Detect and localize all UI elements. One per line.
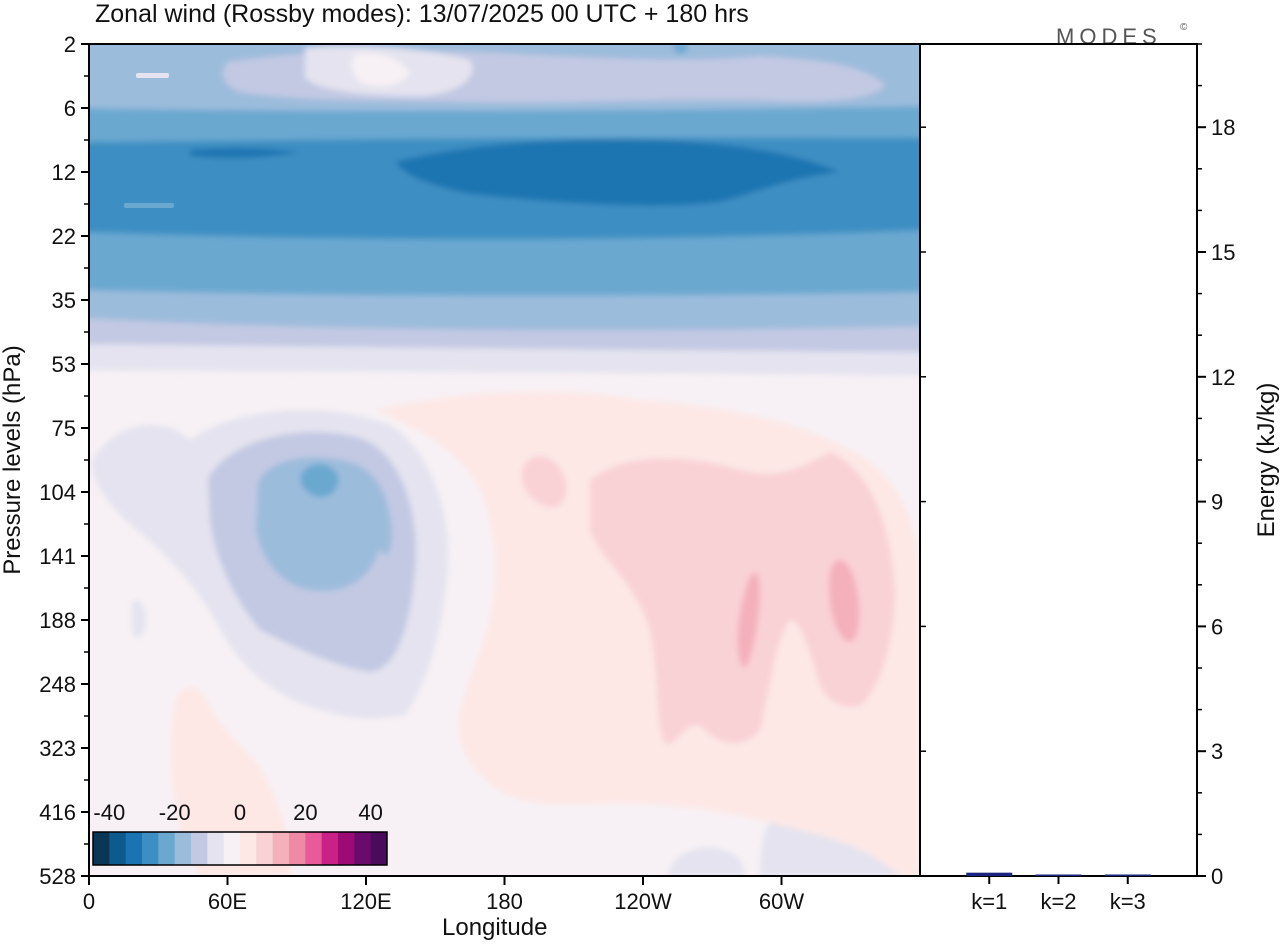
colorbar-label: 0 [234,800,246,825]
x-tick-label: 120W [614,889,672,914]
colorbar-swatch [109,832,127,865]
colorbar-swatch [207,832,225,865]
y-tick-label: 528 [39,864,76,889]
colorbar-swatch [142,832,159,865]
energy-axis-title: Energy (kJ/kg) [1253,383,1280,538]
energy-bar [1035,874,1082,876]
y-tick-label: 248 [39,672,76,697]
colorbar-swatch [174,832,192,865]
bar-category-label: k=2 [1040,889,1076,914]
y-tick-label: 2 [64,32,76,57]
energy-tick-label: 18 [1211,115,1235,140]
colorbar-swatch [223,832,241,865]
troposphere-cells [92,391,920,876]
x-axis-title: Longitude [442,914,547,941]
colorbar-swatch [321,832,339,865]
y-tick-label: 141 [39,544,76,569]
colorbar-swatch [125,832,143,865]
upper-white-patch [351,52,410,87]
energy-tick-label: 12 [1211,365,1235,390]
y-tick-label: 188 [39,608,76,633]
colorbar-swatch [191,832,208,865]
westerly-weak-lower [171,686,290,876]
wind-heatmap [89,44,920,876]
x-tick-label: 60E [208,889,247,914]
colorbar-swatch [240,832,257,865]
easterly-inner [256,457,392,591]
colorbar-label: 20 [293,800,317,825]
energy-tick-label: 15 [1211,240,1235,265]
energy-tick-label: 3 [1211,739,1223,764]
colorbar-label: -20 [159,800,191,825]
energy-bar [1104,874,1151,876]
y-tick-label: 35 [52,288,76,313]
westerly-mid [590,452,895,745]
jet-core [395,139,840,206]
colorbar [93,832,388,865]
easterly-lower-patch-2 [668,847,745,876]
easterly-small-patch [132,600,146,638]
energy-tick-label: 0 [1211,864,1223,889]
y-tick-label: 6 [64,96,76,121]
upper-blue-dot [672,44,688,54]
y-tick-label: 75 [52,416,76,441]
energy-bar [966,872,1013,876]
x-tick-label: 0 [83,889,95,914]
logo-mark: © [1180,22,1188,33]
y-tick-label: 12 [52,160,76,185]
westerly-mid-small [521,455,567,508]
bar-category-label: k=1 [971,889,1007,914]
jet-core-small [190,147,300,159]
colorbar-swatch [158,832,176,865]
colorbar-swatch [256,832,274,865]
stratosphere-bands [89,44,920,376]
westerly-core-2 [829,560,860,642]
energy-tick-label: 9 [1211,490,1223,515]
y-tick-label: 323 [39,736,76,761]
colorbar-swatch [93,832,110,865]
colorbar-swatch [354,832,372,865]
colorbar-swatch [289,832,306,865]
y-tick-label: 22 [52,224,76,249]
colorbar-label: 40 [358,800,382,825]
y-tick-label: 53 [52,352,76,377]
x-tick-label: 180 [486,889,523,914]
colorbar-label: -40 [93,800,125,825]
colorbar-swatch [305,832,323,865]
colorbar-frame [92,831,388,866]
easterly-core [300,464,339,498]
y-tick-label: 104 [39,480,76,505]
y-tick-label: 416 [39,800,76,825]
energy-tick-label: 6 [1211,614,1223,639]
jet-light-streak [124,203,174,208]
bar-category-label: k=3 [1110,889,1146,914]
upper-light-streak [136,73,169,78]
x-tick-label: 60W [759,889,804,914]
colorbar-swatch [338,832,355,865]
x-tick-label: 120E [340,889,391,914]
colorbar-swatch [370,832,388,865]
y-axis-title: Pressure levels (hPa) [0,345,26,574]
westerly-core-1 [737,572,760,668]
energy-frame [919,43,1198,877]
chart-title: Zonal wind (Rossby modes): 13/07/2025 00… [95,0,749,28]
colorbar-swatch [272,832,290,865]
